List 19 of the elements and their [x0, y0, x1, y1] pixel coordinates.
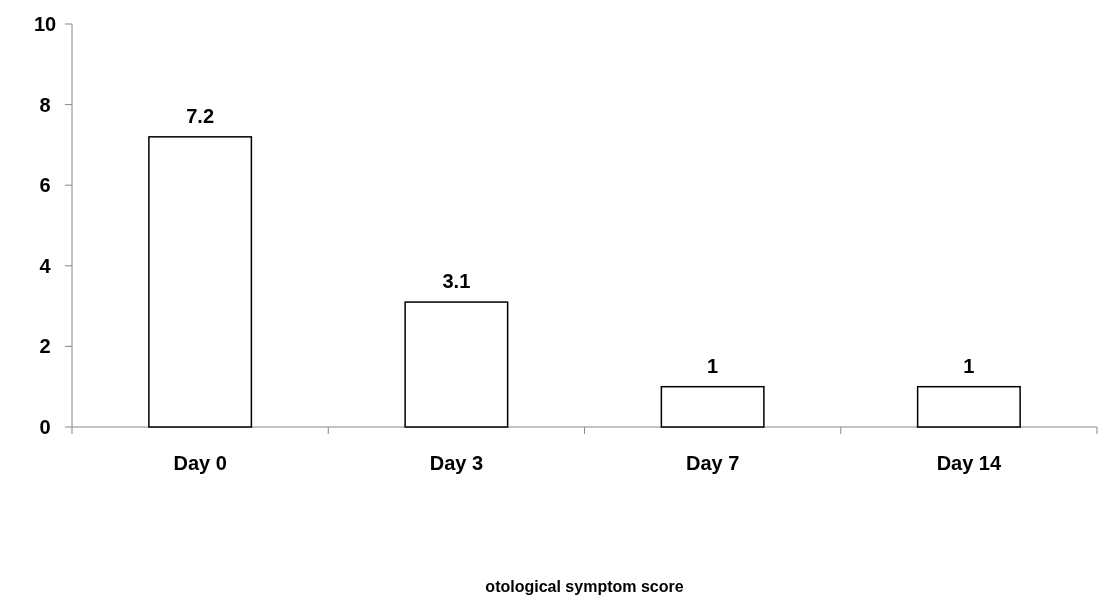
y-tick-label: 8 — [39, 93, 51, 116]
y-tick-label: 4 — [39, 254, 52, 277]
y-tick-label: 10 — [33, 13, 57, 35]
bar — [660, 385, 765, 428]
data-label: 1 — [963, 354, 975, 377]
x-tick-label: Day 7 — [685, 452, 740, 474]
data-label: 3.1 — [442, 270, 471, 293]
data-label: 7.2 — [186, 104, 215, 127]
y-tick-label: 2 — [39, 335, 51, 358]
text: otological symptom score — [485, 578, 684, 595]
y-tick-label: 6 — [39, 174, 51, 197]
y-tick-label: 0 — [39, 416, 51, 438]
data-label: 1 — [707, 354, 719, 377]
x-tick-label: Day 3 — [429, 452, 484, 474]
x-tick-label: Day 0 — [173, 452, 227, 474]
x-tick-label: Day 14 — [936, 452, 1002, 474]
bar — [916, 385, 1021, 428]
bar — [404, 301, 509, 428]
bar — [148, 136, 253, 428]
